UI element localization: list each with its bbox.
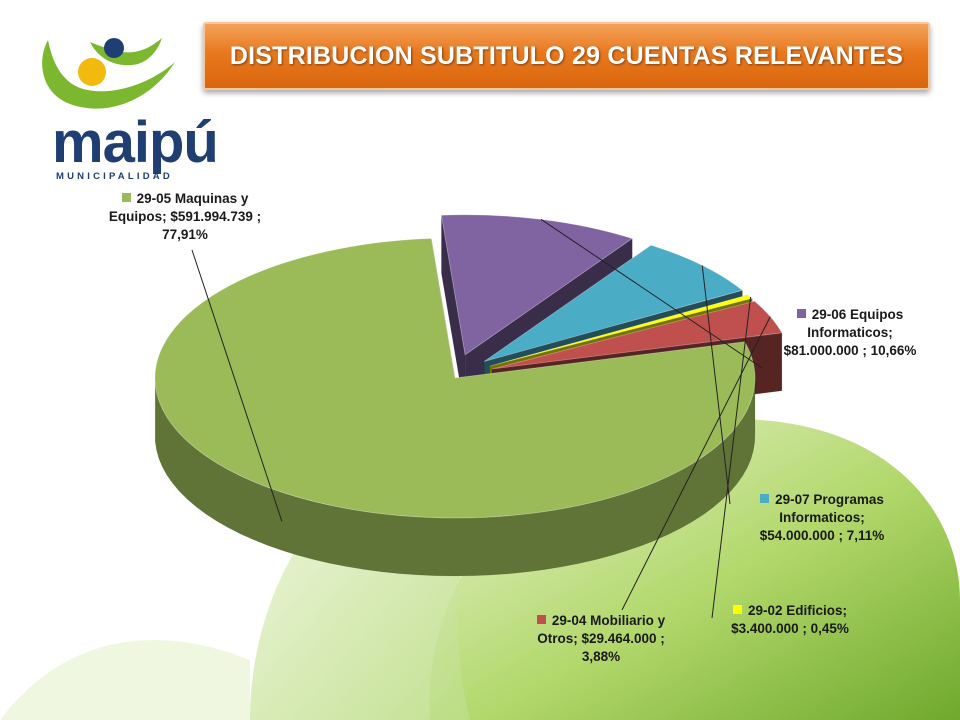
slice-label-maquinas-line-1: 29-05 Maquinas y [90, 190, 280, 208]
maipu-logo: maipú MUNICIPALIDAD [30, 22, 260, 182]
leader-line-maquinas [191, 249, 283, 522]
slice-top-edificios [489, 294, 754, 367]
slice-label-maquinas: 29-05 Maquinas y Equipos; $591.994.739 ;… [90, 190, 280, 244]
legend-swatch-equipos-informaticos [796, 309, 806, 318]
legend-swatch-edificios [732, 605, 742, 614]
legend-swatch-maquinas [121, 193, 131, 202]
logo-subtitle: MUNICIPALIDAD [56, 171, 173, 182]
logo-blue-dot [104, 38, 124, 58]
slice-top-programas [483, 244, 744, 362]
slice-label-mobiliario: 29-04 Mobiliario y Otros; $29.464.000 ; … [506, 612, 696, 666]
logo-swoosh-green [42, 40, 176, 109]
legend-swatch-programas [760, 494, 770, 503]
legend-swatch-mobiliario [536, 615, 546, 624]
logo-mark [42, 38, 176, 109]
leader-lines [191, 218, 771, 619]
slice-label-equipos-line-1: 29-06 Equipos [760, 306, 940, 324]
slice-label-programas-line-3: $54.000.000 ; 7,11% [759, 528, 885, 543]
slice-label-edificios-text-1: 29-02 Edificios; [747, 603, 848, 618]
slice-label-mobiliario-text-1: 29-04 Mobiliario y [551, 613, 666, 628]
slice-label-programas-line-1: 29-07 Programas [732, 491, 912, 509]
slice-label-maquinas-line-2: Equipos; $591.994.739 ; [108, 209, 262, 224]
slice-top-maquinas [154, 237, 756, 519]
slice-label-maquinas-text-1: 29-05 Maquinas y [136, 191, 249, 206]
pie-top-faces [154, 214, 783, 519]
slice-label-edificios-line-2: $3.400.000 ; 0,45% [731, 621, 849, 636]
page-title: DISTRIBUCION SUBTITULO 29 CUENTAS RELEVA… [229, 41, 904, 70]
slice-label-maquinas-line-3: 77,91% [162, 227, 208, 242]
title-banner: DISTRIBUCION SUBTITULO 29 CUENTAS RELEVA… [203, 22, 930, 90]
slice-label-equipos-line-2: Informaticos; [807, 325, 893, 340]
slice-label-mobiliario-line-3: 3,88% [581, 649, 621, 664]
slice-label-edificios-line-1: 29-02 Edificios; [705, 602, 875, 620]
leader-line-edificios [711, 296, 752, 619]
slice-label-programas-text-1: 29-07 Programas [775, 492, 884, 507]
slice-label-programas-line-2: Informaticos; [779, 510, 865, 525]
leader-line-programas [701, 265, 731, 505]
slice-label-equipos-informaticos: 29-06 Equipos Informaticos; $81.000.000 … [760, 306, 940, 360]
slice-label-equipos-text-1: 29-06 Equipos [811, 307, 904, 322]
slice-label-equipos-line-3: $81.000.000 ; 10,66% [783, 343, 917, 358]
leader-line-equipos_informaticos [540, 218, 763, 369]
logo-swoosh-green-arm [90, 38, 162, 66]
slice-label-programas: 29-07 Programas Informaticos; $54.000.00… [732, 491, 912, 545]
leaf-shape-left [0, 640, 250, 720]
slice-label-mobiliario-line-2: Otros; $29.464.000 ; [537, 631, 665, 646]
logo-yellow-dot [78, 58, 106, 86]
slice-label-mobiliario-line-1: 29-04 Mobiliario y [506, 612, 696, 630]
leader-line-mobiliario [621, 316, 771, 611]
slice-label-edificios: 29-02 Edificios; $3.400.000 ; 0,45% [705, 602, 875, 638]
logo-wordmark: maipú [52, 110, 219, 175]
